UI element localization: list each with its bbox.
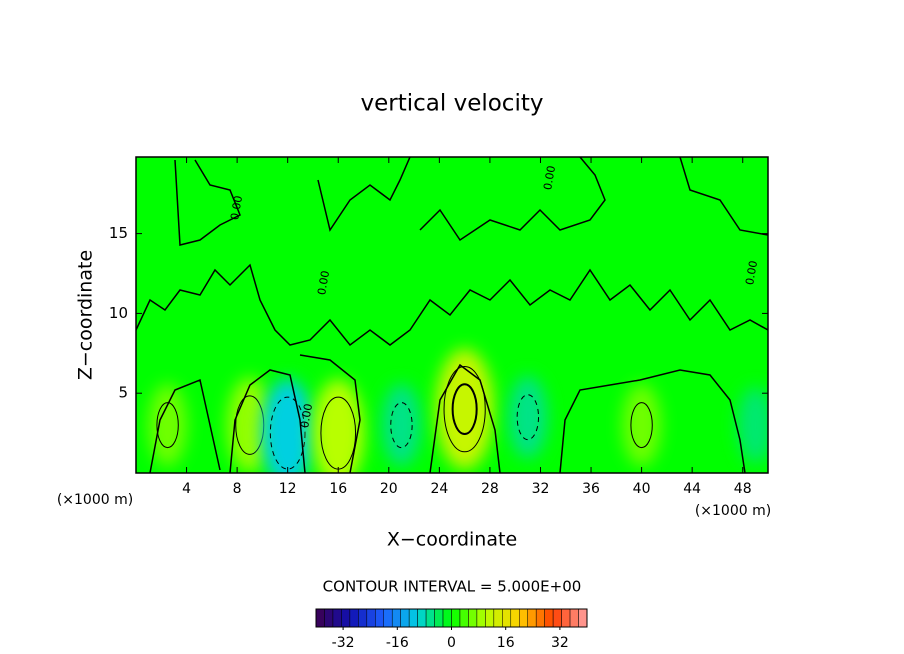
colorbar-cell	[502, 608, 512, 628]
x-unit: (×1000 m)	[695, 503, 771, 519]
contour-line	[630, 402, 653, 449]
colorbar-cell	[349, 608, 359, 628]
y-tick-label: 5	[118, 384, 128, 402]
x-tick-label: 20	[380, 481, 398, 497]
colorbar-tick-label: 16	[497, 635, 515, 651]
plot-frame	[135, 156, 769, 474]
colorbar-cell	[358, 608, 368, 628]
colorbar-cell	[476, 608, 486, 628]
contour-line	[516, 394, 540, 441]
field-feature	[737, 387, 768, 464]
x-axis-label: X−coordinate	[387, 529, 517, 551]
colorbar-cell	[383, 608, 393, 628]
colorbar-cell	[417, 608, 427, 628]
field	[136, 157, 768, 473]
field-feature	[622, 383, 662, 467]
x-tick-label: 12	[279, 481, 297, 497]
field-feature	[261, 379, 314, 473]
colorbar-cell	[493, 608, 503, 628]
x-tick-label: 8	[233, 481, 242, 497]
x-tick-label: 28	[481, 481, 499, 497]
y-tick-label: 15	[109, 224, 128, 242]
x-unit: (×1000 m)	[57, 492, 133, 508]
colorbar-cell	[341, 608, 351, 628]
contour-line	[390, 402, 413, 449]
y-tick-label: 10	[109, 304, 128, 322]
chart-title: vertical velocity	[361, 91, 544, 117]
field-feature	[148, 383, 188, 467]
colorbar-cell	[442, 608, 452, 628]
x-tick-label: 44	[683, 481, 701, 497]
colorbar-cell	[451, 608, 461, 628]
x-tick-label: 16	[329, 481, 347, 497]
colorbar-cell	[366, 608, 376, 628]
x-tick-label: 4	[182, 481, 191, 497]
contour-line	[443, 366, 486, 453]
field-feature	[381, 383, 422, 467]
colorbar-cell	[535, 608, 545, 628]
colorbar-cell	[527, 608, 537, 628]
colorbar-cell	[578, 608, 588, 628]
colorbar-cell	[434, 608, 444, 628]
field-feature	[508, 375, 548, 459]
x-tick-label: 40	[633, 481, 651, 497]
colorbar-cell	[459, 608, 469, 628]
contour-label: 0.00	[298, 403, 315, 429]
contour-label: 0.00	[743, 260, 760, 286]
colorbar-cell	[408, 608, 418, 628]
colorbar-cell	[485, 608, 495, 628]
colorbar-cell	[510, 608, 520, 628]
field-feature	[226, 377, 273, 473]
zero-contours	[136, 157, 768, 473]
colorbar-cell	[332, 608, 342, 628]
contour-label: 0.00	[541, 165, 558, 191]
colorbar-cell	[375, 608, 384, 628]
colorbar-tick-label: 0	[447, 635, 456, 651]
x-tick-label: 48	[734, 481, 752, 497]
colorbar-cell	[519, 608, 528, 628]
colorbar-cell	[400, 608, 410, 628]
contour-label: 0.00	[315, 270, 332, 296]
colorbar-tick-label: -16	[386, 635, 409, 651]
contour-label: 0.00	[228, 195, 245, 221]
colorbar-cell	[391, 608, 401, 628]
contour-labels: 0.00 0.00 0.00 0.00 0.00	[228, 165, 760, 429]
colorbar-cell	[315, 608, 325, 628]
x-tick-label: 32	[532, 481, 550, 497]
colorbar-tick-label: 32	[551, 635, 569, 651]
contour-interval: CONTOUR INTERVAL = 5.000E+00	[323, 578, 582, 596]
colorbar-tick-label: -32	[332, 635, 355, 651]
colorbar-cell	[552, 608, 562, 628]
colorbar-cell	[468, 608, 478, 628]
colorbar-cell	[561, 608, 571, 628]
contour-line	[269, 396, 306, 470]
colorbar-cell	[544, 608, 554, 628]
x-tick-label: 36	[582, 481, 600, 497]
contour-line	[156, 402, 179, 449]
colorbar-cell	[425, 608, 435, 628]
y-axis-label: Z−coordinate	[75, 250, 97, 380]
x-tick-label: 24	[430, 481, 448, 497]
colorbar-cell	[324, 608, 334, 628]
contour-line	[451, 383, 478, 436]
colorbar-cell	[569, 608, 579, 628]
field-feature	[312, 379, 365, 473]
